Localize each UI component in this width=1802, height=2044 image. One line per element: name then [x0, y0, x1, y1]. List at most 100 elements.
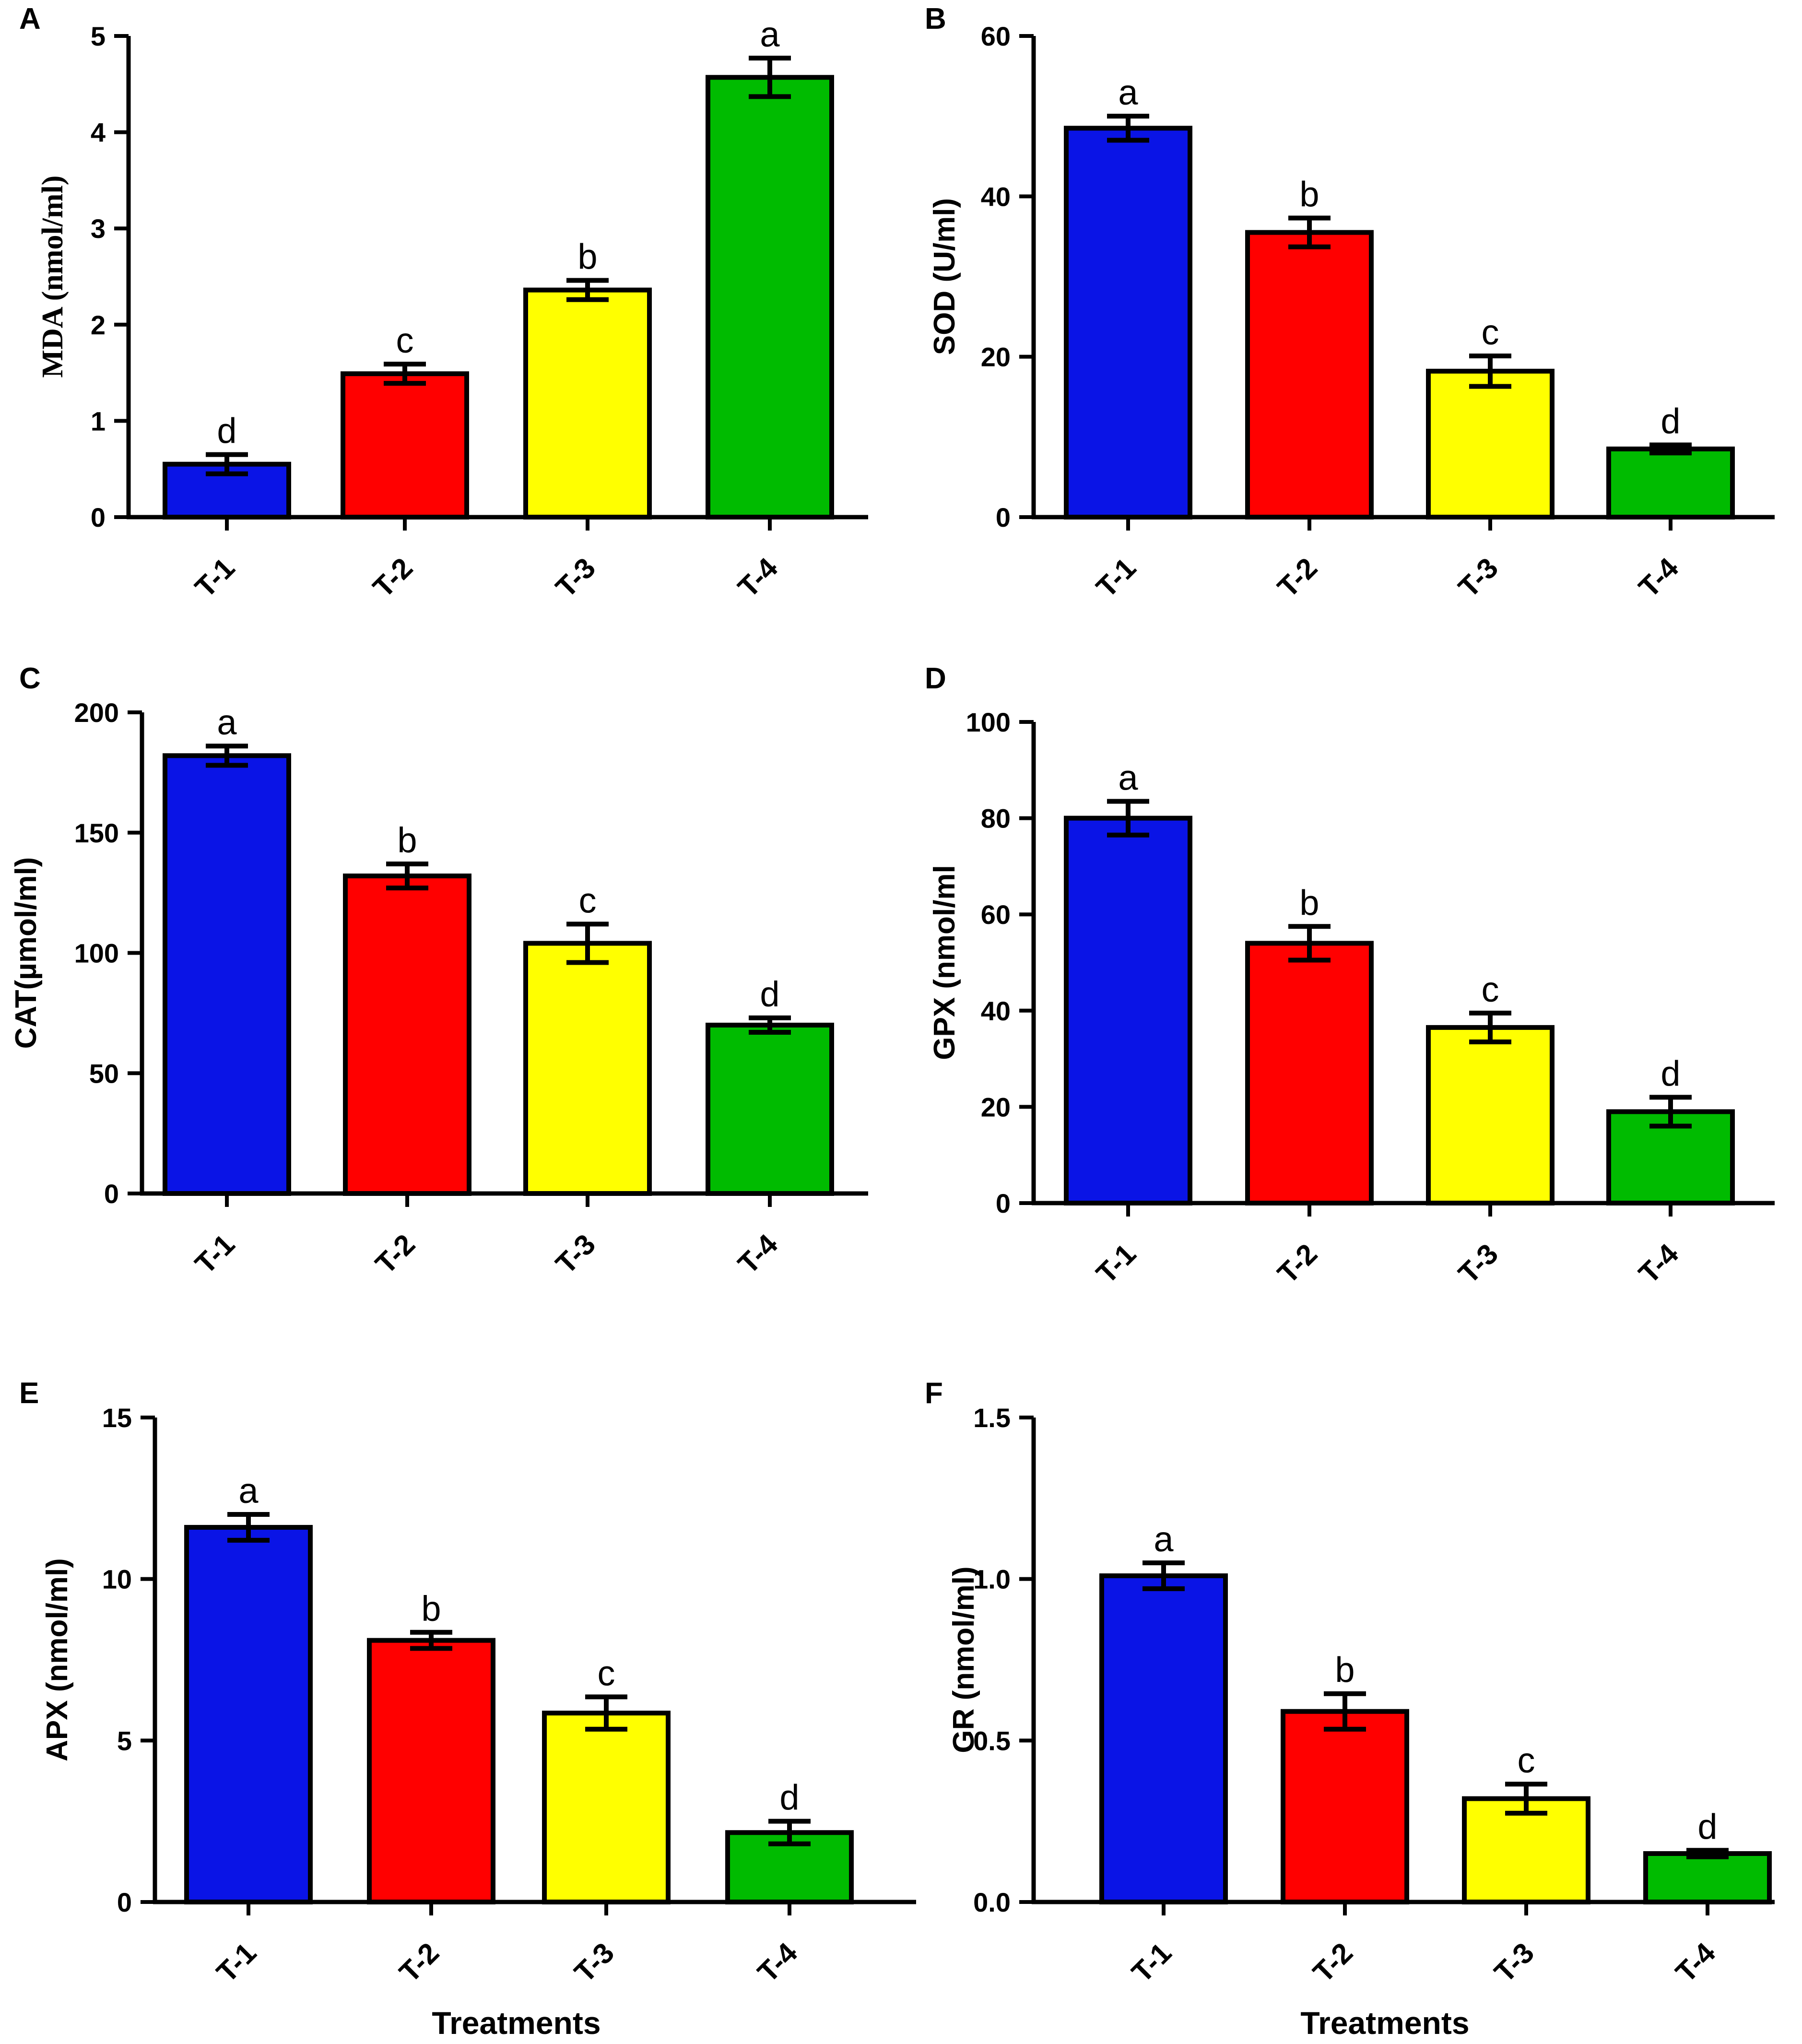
panel-d-letter: D — [925, 662, 946, 695]
panel-a-letter: A — [19, 2, 41, 35]
panel-b-xlabel-t-1: T-1 — [1090, 552, 1142, 604]
panel-e-ytick-label: 15 — [102, 1403, 132, 1433]
panel-e-bar-t-1 — [184, 1524, 313, 1904]
panel-e-ylabel: APX (nmol/ml) — [41, 1558, 74, 1761]
panel-c-errorbar-t-3 — [566, 922, 609, 965]
panel-a-errorbar-t-3 — [566, 278, 609, 302]
panel-f-sig-t-3: c — [1518, 1740, 1535, 1780]
panel-a-ytick-label: 2 — [91, 310, 106, 340]
panel-d-ytick-label: 40 — [981, 996, 1011, 1026]
panel-c-bar-t-3 — [523, 941, 652, 1196]
panel-c-letter: C — [19, 662, 41, 695]
panel-e-ytick-label: 0 — [117, 1887, 132, 1917]
panel-f-sig-t-4: d — [1697, 1807, 1717, 1846]
panel-b-xlabel-t-4: T-4 — [1633, 551, 1685, 603]
panel-d-ytick-label: 100 — [966, 707, 1011, 737]
panel-b-bar-t-3 — [1426, 368, 1555, 520]
panel-d-xlabel-t-1: T-1 — [1090, 1238, 1142, 1290]
panel-f-xlabel-t-3: T-3 — [1488, 1937, 1541, 1989]
panel-b-bar-t-2 — [1245, 230, 1374, 520]
panel-b-xlabel-t-3: T-3 — [1452, 552, 1505, 604]
panel-a-ytick-label: 3 — [91, 213, 106, 244]
panel-d-ytick-label: 20 — [981, 1092, 1011, 1122]
panel-f-bar-t-3 — [1462, 1796, 1590, 1905]
panel-e-xlabel-t-1: T-1 — [211, 1937, 263, 1989]
panel-b-errorbar-t-1 — [1107, 114, 1149, 143]
panel-a-bar-t-4 — [706, 75, 834, 520]
panel-a-bar-t-2 — [341, 371, 469, 520]
panel-e-letter: E — [19, 1377, 39, 1410]
panel-d-sig-t-3: c — [1482, 969, 1499, 1009]
panel-f-errorbar-t-4 — [1686, 1848, 1729, 1859]
panel-e-xlabel-t-3: T-3 — [568, 1937, 621, 1989]
panel-a-bar-t-3 — [523, 287, 652, 520]
panel-c-ytick-label: 50 — [89, 1058, 119, 1088]
panel-d-xlabel-t-4: T-4 — [1633, 1237, 1685, 1289]
panel-f-ylabel: GR (nmol/ml) — [947, 1566, 980, 1753]
panel-b-sig-t-2: b — [1299, 174, 1319, 214]
panel-e-bar-t-3 — [542, 1711, 671, 1905]
panel-f-xlabel-t-2: T-2 — [1307, 1937, 1359, 1989]
panel-e-sig-t-4: d — [779, 1778, 799, 1818]
panel-c-bar-t-2 — [343, 874, 471, 1196]
panel-c-ytick-label: 100 — [74, 938, 119, 969]
panel-f-ytick-label: 0.5 — [973, 1725, 1011, 1756]
panel-b-letter: B — [925, 2, 946, 35]
panel-e-xlabel: Treatments — [432, 2005, 601, 2041]
panel-d-bar-t-2 — [1245, 941, 1374, 1205]
panel-f-bar-t-4 — [1643, 1851, 1772, 1904]
panel-f-ytick-label: 1.5 — [973, 1403, 1011, 1433]
panel-d-ytick-label: 80 — [981, 803, 1011, 834]
panel-c-sig-t-3: c — [579, 880, 597, 920]
panel-a-xlabel-t-1: T-1 — [189, 552, 241, 604]
panel-b-bar-t-1 — [1064, 126, 1192, 520]
panel-a-sig-t-2: c — [396, 320, 414, 360]
panel-f-sig-t-1: a — [1154, 1519, 1174, 1559]
panel-a-errorbar-t-1 — [206, 452, 248, 476]
panel-e-errorbar-t-2 — [410, 1630, 452, 1651]
panel-a-ylabel: MDA (nmol/ml) — [36, 176, 69, 378]
panel-c-ytick-label: 150 — [74, 818, 119, 848]
panel-c-xlabel-t-1: T-1 — [189, 1228, 241, 1280]
panel-f-bar-t-1 — [1099, 1573, 1228, 1904]
panel-d-bar-t-3 — [1426, 1025, 1555, 1206]
panel-e-ytick-label: 10 — [102, 1564, 132, 1595]
panel-c-sig-t-1: a — [217, 702, 237, 742]
panel-f-bar-t-2 — [1281, 1709, 1409, 1905]
panel-f-letter: F — [925, 1377, 943, 1410]
panel-e-errorbar-t-1 — [227, 1512, 270, 1543]
panel-d-errorbar-t-4 — [1649, 1095, 1692, 1129]
panel-a-sig-t-4: a — [760, 14, 780, 54]
panel-d-sig-t-1: a — [1118, 757, 1138, 797]
panel-e-sig-t-1: a — [238, 1471, 259, 1511]
panel-f-ytick-label: 0.0 — [973, 1887, 1011, 1917]
panel-c-errorbar-t-2 — [386, 861, 428, 891]
panel-b-ytick-label: 20 — [981, 342, 1011, 372]
panel-d-sig-t-2: b — [1299, 883, 1319, 922]
panel-e-sig-t-3: c — [598, 1653, 615, 1693]
panel-a-sig-t-3: b — [577, 237, 597, 277]
panel-b-errorbar-t-4 — [1649, 442, 1692, 456]
panel-b-errorbar-t-2 — [1288, 215, 1331, 249]
panel-a-xlabel-t-4: T-4 — [732, 551, 784, 603]
panel-b-ytick-label: 40 — [981, 181, 1011, 212]
panel-c-ytick-label: 0 — [104, 1179, 119, 1209]
panel-a-sig-t-1: d — [217, 411, 236, 451]
panel-d: Da T-1 b T-2 c T-3 d T-4 0 20 40 60 80 100 GPX (nmol/m… — [925, 662, 1775, 1290]
panel-c-sig-t-2: b — [397, 820, 417, 860]
panel-d-ylabel: GPX (nmol/ml — [928, 865, 961, 1060]
panel-d-ytick-label: 0 — [996, 1188, 1011, 1218]
panel-d-errorbar-t-2 — [1288, 924, 1331, 963]
panel-c-errorbar-t-1 — [206, 744, 248, 768]
panel-e-ytick-label: 5 — [117, 1725, 132, 1756]
panel-e-bar-t-2 — [367, 1638, 495, 1905]
panel-d-errorbar-t-1 — [1107, 799, 1149, 838]
panel-a-ytick-label: 4 — [91, 118, 106, 148]
panel-b-bar-t-4 — [1606, 446, 1735, 520]
panel-f-errorbar-t-2 — [1324, 1691, 1366, 1732]
panel-b-ytick-label: 60 — [981, 21, 1011, 51]
panel-c-ylabel: CAT(µmol/ml) — [10, 857, 43, 1049]
panel-f-xlabel-t-1: T-1 — [1126, 1937, 1178, 1989]
panel-f-errorbar-t-1 — [1142, 1560, 1185, 1591]
